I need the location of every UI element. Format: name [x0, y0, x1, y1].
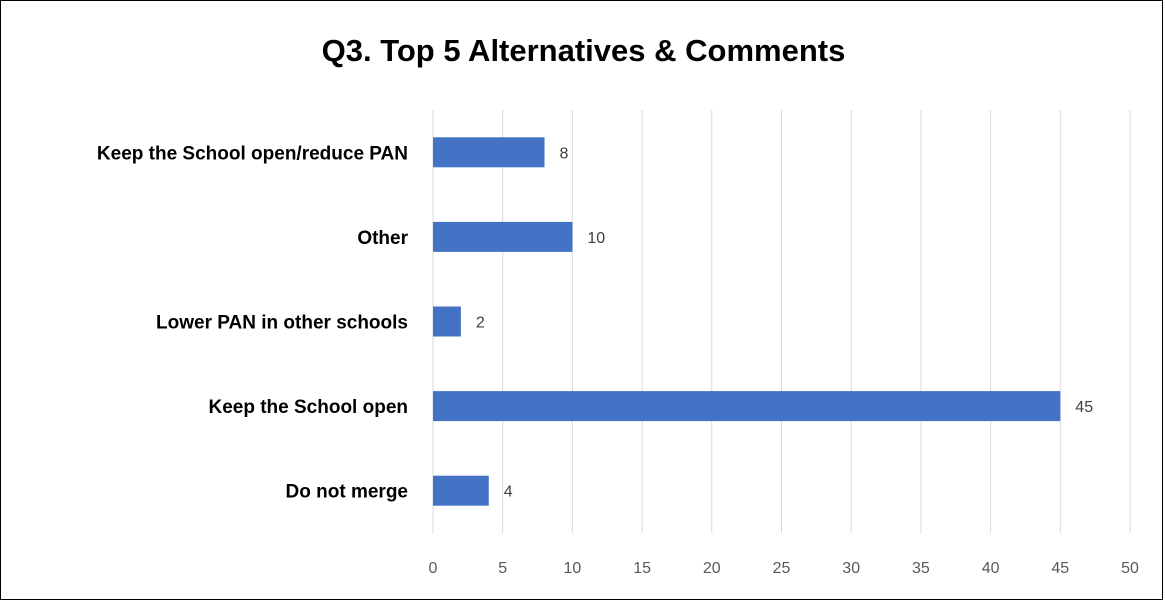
- category-label: Other: [357, 228, 408, 249]
- x-tick-label: 30: [842, 560, 860, 577]
- bar: [433, 137, 545, 168]
- bar: [433, 221, 573, 252]
- data-label: 2: [476, 315, 485, 332]
- bar-chart: 0 5 10 15 20 25 30 35 40 45 50 Keep the School open…: [97, 110, 1139, 577]
- chart-title: Q3. Top 5 Alternatives & Comments: [321, 33, 846, 68]
- x-tick-label: 20: [703, 560, 721, 577]
- data-label: 4: [504, 484, 513, 501]
- x-tick-label: 45: [1051, 560, 1069, 577]
- x-tick-label: 40: [982, 560, 1000, 577]
- category-label: Keep the School open: [208, 397, 408, 418]
- x-tick-label: 0: [429, 560, 438, 577]
- x-tick-label: 15: [633, 560, 651, 577]
- bar: [433, 475, 489, 506]
- x-tick-label: 35: [912, 560, 930, 577]
- category-label: Keep the School open/reduce PAN: [97, 143, 408, 164]
- bar: [433, 391, 1061, 422]
- category-label: Lower PAN in other schools: [156, 313, 408, 334]
- x-tick-label: 10: [564, 560, 582, 577]
- category-label: Do not merge: [286, 482, 408, 503]
- data-label: 8: [560, 145, 569, 162]
- data-label: 10: [587, 230, 605, 247]
- x-tick-label: 25: [773, 560, 791, 577]
- bar: [433, 306, 461, 337]
- x-tick-label: 50: [1121, 560, 1139, 577]
- data-label: 45: [1075, 399, 1093, 416]
- x-tick-label: 5: [498, 560, 507, 577]
